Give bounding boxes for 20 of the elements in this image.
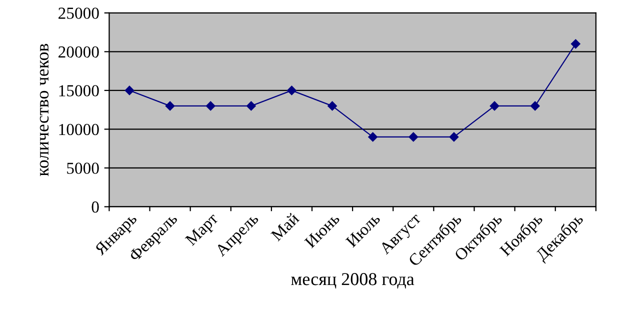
y-tick-label: 5000 <box>67 162 99 174</box>
point <box>408 132 418 142</box>
point <box>246 101 256 111</box>
point <box>328 101 337 111</box>
y-tick-label: 10000 <box>59 124 99 136</box>
point <box>490 101 500 111</box>
point <box>287 86 296 96</box>
point <box>571 39 580 49</box>
y-axis-title: количество чеков <box>40 44 49 176</box>
point <box>368 132 378 142</box>
point <box>530 101 540 111</box>
y-tick-label: 25000 <box>58 8 99 19</box>
point <box>206 101 216 111</box>
x-axis-title: месяц 2008 года <box>291 273 414 289</box>
point <box>124 86 134 96</box>
y-tick-label: 15000 <box>59 85 99 96</box>
y-tick-label: 0 <box>92 201 99 213</box>
point <box>165 101 175 111</box>
y-tick-label: 20000 <box>58 46 99 58</box>
point <box>449 132 459 142</box>
